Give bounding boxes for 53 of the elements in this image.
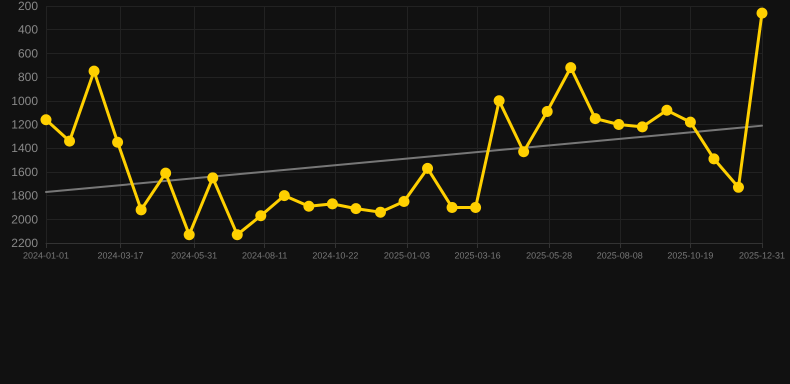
point (112, 136, 124, 148)
y-tick-label: 1000 (11, 94, 38, 108)
point (708, 153, 720, 164)
point (661, 104, 672, 116)
point (64, 136, 76, 147)
point (184, 229, 195, 240)
point (565, 62, 576, 74)
point (398, 196, 410, 208)
y-tick-label: 800 (18, 70, 38, 84)
x-tick-label: 2025-03-16 (454, 250, 501, 260)
point (350, 203, 362, 214)
point (732, 182, 744, 193)
x-tick-label: 2024-10-22 (312, 250, 358, 260)
point (136, 204, 147, 216)
x-tick-label: 2024-05-31 (171, 250, 218, 260)
point (374, 206, 386, 218)
point (40, 114, 52, 126)
x-tick-label: 2025-10-19 (667, 250, 714, 260)
y-tick-label: 1200 (11, 118, 38, 132)
x-tick-label: 2024-01-01 (22, 250, 70, 260)
y-tick-label: 600 (18, 46, 38, 60)
point (613, 119, 624, 130)
y-tick-label: 1600 (11, 164, 38, 179)
point (636, 121, 648, 132)
point (542, 106, 553, 117)
x-tick-label: 2025-12-31 (738, 250, 786, 260)
point (303, 200, 314, 212)
point (255, 210, 266, 222)
y-tick-label: 400 (18, 22, 38, 37)
x-tick-label: 2024-08-11 (242, 250, 288, 260)
point (88, 66, 100, 77)
point (160, 168, 172, 179)
point (232, 229, 243, 240)
y-tick-label: 200 (18, 0, 38, 13)
point (278, 190, 290, 202)
x-tick-label: 2025-05-28 (526, 250, 572, 260)
y-tick-label: 1800 (11, 188, 38, 203)
x-tick-label: 2025-01-03 (384, 250, 430, 260)
point (590, 113, 601, 124)
point (207, 172, 218, 184)
y-tick-label: 2200 (11, 236, 38, 250)
point (326, 198, 338, 210)
point (684, 116, 696, 128)
y-tick-label: 1400 (11, 141, 38, 156)
point (470, 202, 482, 213)
y-tick-label: 2000 (11, 212, 38, 226)
point (518, 146, 530, 158)
point (422, 162, 434, 174)
point (446, 202, 458, 213)
point (494, 95, 505, 106)
point (756, 8, 768, 19)
x-tick-label: 2025-08-08 (596, 250, 643, 260)
x-tick-label: 2024-03-17 (98, 250, 144, 260)
